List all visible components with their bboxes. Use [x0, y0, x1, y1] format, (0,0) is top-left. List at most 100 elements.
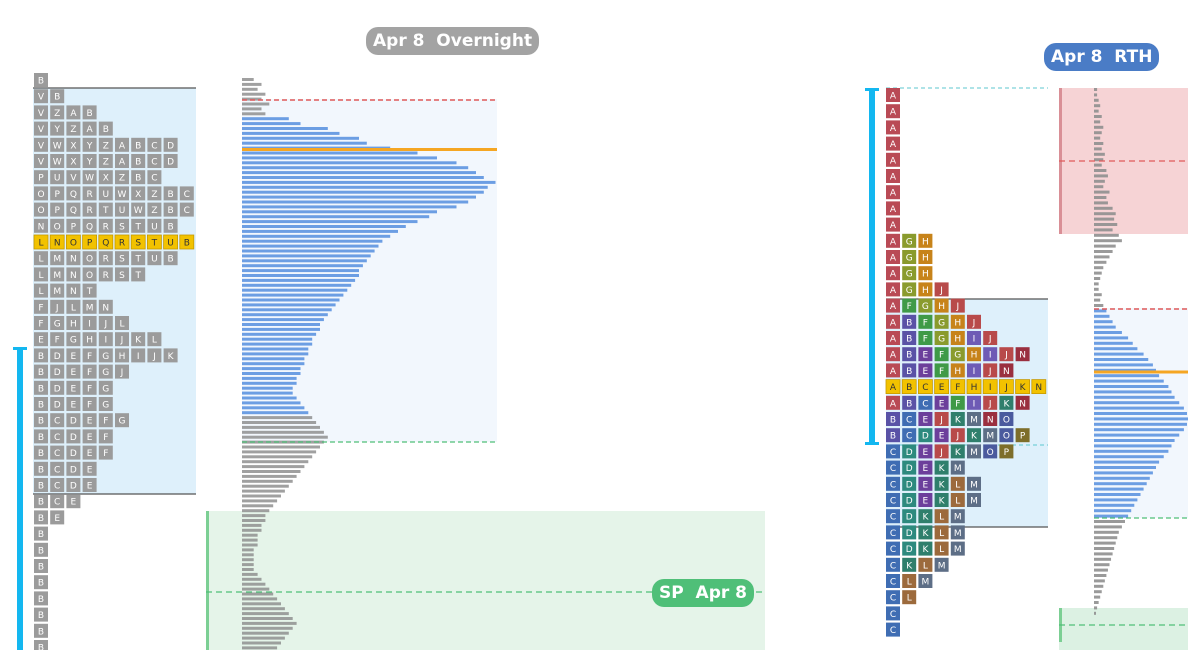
- rth-tpo-cell: [950, 541, 965, 556]
- rth-tpo-letter: C: [890, 448, 896, 458]
- rth-tpo-cell: [886, 347, 900, 362]
- rth-tpo-letter: N: [1003, 367, 1010, 377]
- overnight-volume-bar: [242, 352, 309, 356]
- rth-volume-bar: [1094, 455, 1164, 459]
- rth-volume-bar: [1094, 557, 1112, 561]
- rth-tpo-letter: G: [906, 286, 913, 296]
- rth-tpo-letter: N: [1019, 399, 1026, 409]
- rth-volume-bar: [1094, 136, 1101, 140]
- rth-tpo-letter: K: [1020, 383, 1027, 393]
- rth-tpo-cell: [934, 541, 949, 556]
- rth-tpo-cell: [886, 412, 900, 426]
- rth-tpo-letter: J: [955, 432, 959, 442]
- overnight-tpo-letter: B: [168, 190, 174, 200]
- overnight-volume-bar: [242, 582, 266, 586]
- overnight-tpo-letter: L: [152, 336, 157, 346]
- overnight-tpo-cell: [131, 154, 146, 168]
- overnight-tpo-cell: [98, 186, 113, 201]
- overnight-volume-bar: [242, 274, 359, 277]
- overnight-tpo-letter: E: [87, 449, 93, 459]
- overnight-volume-bar: [242, 171, 476, 175]
- overnight-tpo-letter: Z: [151, 190, 157, 200]
- overnight-tpo-letter: E: [54, 514, 60, 524]
- overnight-tpo-cell: [50, 316, 65, 330]
- rth-tpo-letter: A: [890, 156, 897, 166]
- rth-tpo-cell: [886, 363, 900, 378]
- overnight-tpo-letter: D: [167, 158, 174, 168]
- rth-volume-bar: [1094, 293, 1102, 297]
- rth-tpo-cell: [983, 347, 998, 362]
- overnight-tpo-cell: [50, 348, 65, 363]
- rth-tpo-cell: [999, 347, 1014, 362]
- overnight-tpo-letter: L: [38, 239, 43, 249]
- rth-tpo-cell: [950, 379, 966, 395]
- rth-tpo-cell: [902, 428, 917, 443]
- rth-tpo-cell: [999, 444, 1014, 459]
- rth-tpo-letter: G: [906, 237, 913, 247]
- rth-tpo-letter: H: [971, 383, 978, 393]
- overnight-tpo-cell: [115, 364, 129, 379]
- overnight-tpo-letter: D: [70, 417, 77, 427]
- overnight-tpo-letter: C: [184, 206, 190, 216]
- overnight-volume-bar: [242, 646, 278, 650]
- overnight-tpo-cell: [34, 397, 48, 411]
- overnight-tpo-letter: B: [135, 174, 141, 184]
- rth-tpo-letter: M: [970, 448, 978, 458]
- overnight-tpo-cell: [66, 461, 81, 476]
- rth-tpo-cell: [950, 476, 965, 491]
- overnight-tpo-cell: [98, 234, 114, 250]
- rth-tpo-cell: [918, 574, 933, 588]
- rth-tpo-cell: [934, 314, 949, 329]
- overnight-tpo-letter: B: [38, 644, 44, 650]
- rth-volume-bar: [1094, 460, 1160, 464]
- rth-tpo-letter: P: [1004, 448, 1010, 458]
- rth-tpo-cell: [886, 574, 900, 588]
- overnight-tpo-cell: [147, 137, 162, 152]
- rth-tpo-cell: [886, 557, 900, 572]
- overnight-tpo-cell: [131, 202, 146, 217]
- rth-tpo-cell: [902, 250, 917, 264]
- overnight-tpo-cell: [34, 202, 48, 217]
- overnight-tpo-letter: R: [103, 271, 109, 281]
- overnight-tpo-cell: [115, 267, 129, 282]
- rth-tpo-letter: L: [955, 497, 960, 507]
- rth-tpo-cell: [885, 379, 901, 395]
- overnight-tpo-letter: Z: [70, 125, 76, 135]
- rth-tpo-letter: H: [971, 351, 978, 361]
- rth-tpo-cell: [902, 282, 917, 297]
- rth-tpo-cell: [902, 590, 917, 605]
- rth-tpo-cell: [902, 298, 917, 313]
- rth-tpo-letter: A: [890, 237, 897, 247]
- overnight-tpo-cell: [50, 202, 65, 217]
- rth-volume-bar: [1094, 314, 1110, 318]
- rth-tpo-letter: M: [922, 578, 930, 588]
- overnight-tpo-cell: [82, 299, 97, 314]
- rth-volume-bar: [1094, 466, 1156, 469]
- rth-tpo-cell: [934, 509, 949, 524]
- rth-tpo-letter: J: [1004, 351, 1008, 361]
- overnight-volume-bar: [242, 200, 469, 204]
- overnight-tpo-cell: [34, 299, 48, 314]
- overnight-tpo-letter: Z: [103, 141, 109, 151]
- overnight-tpo-cell: [34, 121, 48, 136]
- overnight-tpo-letter: M: [86, 303, 94, 313]
- rth-tpo-cell: [886, 395, 900, 410]
- overnight-volume-bar: [242, 283, 352, 287]
- rth-volume-bar: [1094, 514, 1129, 518]
- overnight-tpo-cell: [50, 478, 65, 492]
- overnight-tpo-letter: B: [38, 611, 44, 621]
- overnight-volume-bar: [242, 484, 289, 488]
- overnight-tpo-letter: F: [103, 449, 108, 459]
- overnight-volume-bar: [242, 327, 320, 331]
- rth-tpo-letter: K: [906, 561, 913, 571]
- overnight-tpo-cell: [82, 429, 97, 444]
- overnight-tpo-letter: T: [86, 287, 93, 297]
- overnight-tpo-cell: [34, 526, 48, 541]
- overnight-tpo-cell: [66, 105, 81, 120]
- overnight-tpo-letter: A: [119, 141, 126, 151]
- rth-volume-bar: [1094, 552, 1113, 556]
- overnight-tpo-cell: [34, 380, 48, 395]
- rth-tpo-cell: [886, 250, 900, 264]
- overnight-tpo-letter: Z: [54, 109, 60, 119]
- rth-tpo-cell: [886, 525, 900, 540]
